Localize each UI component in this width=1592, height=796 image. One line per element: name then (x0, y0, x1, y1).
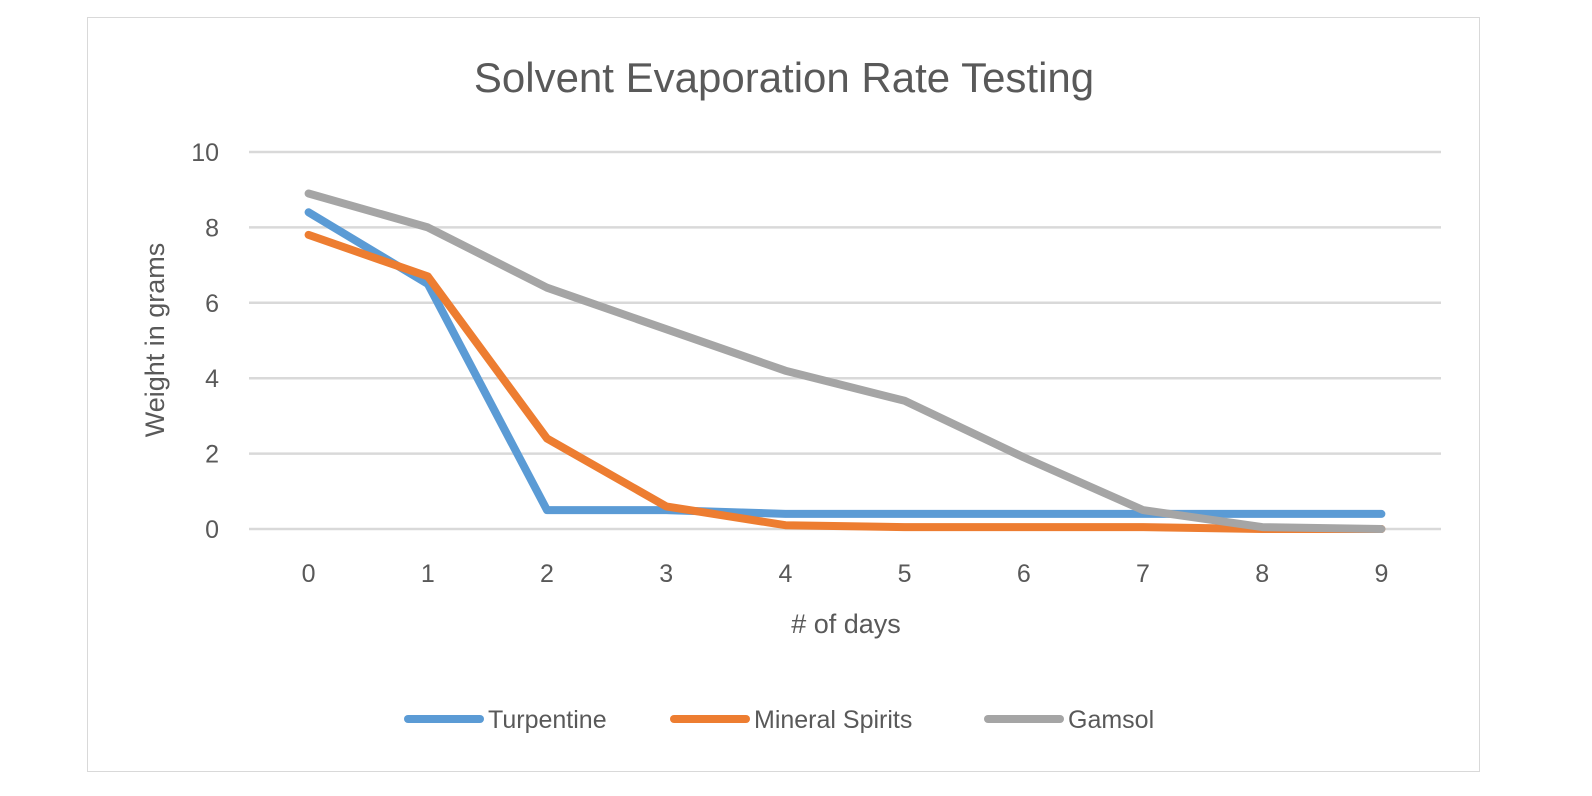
x-axis-ticks: 0 1 2 3 4 5 6 7 8 9 (302, 560, 1389, 588)
x-tick-label: 3 (659, 560, 673, 588)
y-tick-label: 2 (205, 441, 219, 469)
x-axis-label: # of days (791, 609, 901, 639)
chart-title: Solvent Evaporation Rate Testing (474, 54, 1094, 101)
x-tick-label: 8 (1255, 560, 1269, 588)
y-tick-label: 8 (205, 214, 219, 242)
legend-label: Gamsol (1068, 706, 1154, 734)
x-tick-label: 4 (778, 560, 792, 588)
y-tick-label: 4 (205, 365, 219, 393)
x-tick-label: 9 (1374, 560, 1388, 588)
gridlines (249, 150, 1441, 531)
x-tick-label: 5 (898, 560, 912, 588)
x-tick-label: 6 (1017, 560, 1031, 588)
y-tick-label: 10 (191, 139, 219, 167)
series-line-gamsol (304, 189, 1386, 533)
y-axis-ticks: 0 2 4 6 8 10 (191, 139, 219, 544)
chart-frame (87, 17, 1480, 772)
series-lines (304, 189, 1386, 533)
x-tick-label: 2 (540, 560, 554, 588)
legend-label: Turpentine (488, 706, 607, 734)
series-line-mineral-spirits (304, 230, 1386, 533)
x-tick-label: 1 (421, 560, 435, 588)
y-tick-label: 0 (205, 516, 219, 544)
x-tick-label: 0 (302, 560, 316, 588)
legend-label: Mineral Spirits (754, 706, 912, 734)
y-axis-label: Weight in grams (140, 243, 170, 438)
y-tick-label: 6 (205, 290, 219, 318)
legend: Turpentine Mineral Spirits Gamsol (404, 706, 1154, 734)
series-line-turpentine (304, 208, 1386, 518)
x-tick-label: 7 (1136, 560, 1150, 588)
